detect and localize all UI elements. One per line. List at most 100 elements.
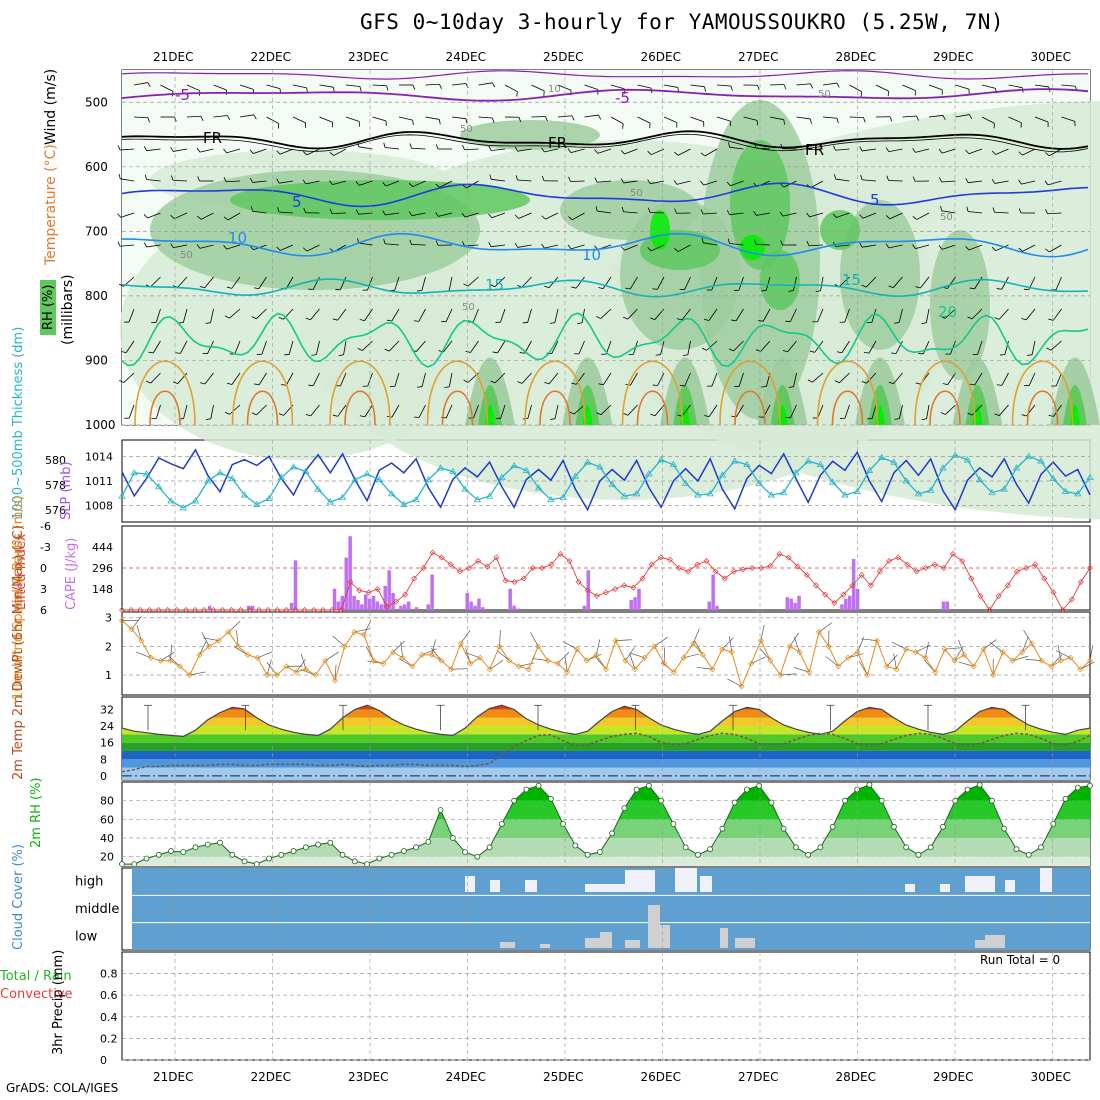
wind-barb xyxy=(862,212,877,219)
wind-barb-flag xyxy=(386,319,392,322)
cloud-gap xyxy=(490,880,500,892)
rh-point xyxy=(596,849,603,855)
wind10-point xyxy=(138,637,145,644)
wind-barb xyxy=(478,116,493,119)
thickness-point xyxy=(179,504,187,511)
wind-barb-flag xyxy=(652,288,658,290)
wind-barb-flag xyxy=(254,383,260,386)
wind-barb xyxy=(1022,244,1036,252)
wind-barb-flag xyxy=(253,114,257,120)
li-point xyxy=(739,566,746,573)
wind-barb-flag xyxy=(806,241,810,246)
pressure-tick: 800 xyxy=(85,289,108,303)
thickness-point xyxy=(289,463,298,470)
temp-band xyxy=(122,750,1090,760)
wind10-point xyxy=(496,643,503,650)
rh-point xyxy=(1050,821,1057,827)
wind-barb-flag xyxy=(492,117,495,123)
wind10-point xyxy=(370,657,377,664)
wind-barb-flag xyxy=(891,352,897,354)
date-tick-top: 29DEC xyxy=(933,50,973,64)
wind-barb-flag xyxy=(143,214,148,219)
wind-barb xyxy=(1061,116,1075,122)
wind-barb xyxy=(470,340,479,353)
cape-bar xyxy=(945,601,950,610)
cloud-low xyxy=(985,935,1005,948)
wind-barb-flag xyxy=(674,208,677,214)
wind-barb xyxy=(637,116,651,124)
li-point xyxy=(329,607,336,613)
cape-bar xyxy=(481,607,485,610)
thickness-tick: 576 xyxy=(45,504,66,517)
wind-barb-flag xyxy=(383,142,386,148)
wind-barb-flag xyxy=(731,319,737,322)
wind-barb xyxy=(385,147,400,150)
wind-barb xyxy=(743,116,758,121)
thickness-point xyxy=(816,460,825,467)
cape-bar xyxy=(430,574,434,610)
wind-barb-flag xyxy=(912,244,916,249)
wind-barb-flag xyxy=(545,116,548,122)
cape-bar xyxy=(344,557,348,610)
wind-barb xyxy=(500,404,506,419)
wind-barb xyxy=(862,148,877,152)
contour-label: 5 xyxy=(870,191,880,209)
temp-contour-25 xyxy=(524,360,586,426)
cape-bar xyxy=(715,605,719,610)
wind10-barb xyxy=(431,648,442,661)
wind-barb-flag xyxy=(197,176,200,182)
wind-barb xyxy=(491,148,506,151)
wind-barb-flag xyxy=(171,175,174,181)
wind10-point xyxy=(515,663,522,670)
thickness-point xyxy=(559,493,567,500)
wind-barb xyxy=(147,212,161,219)
wind-barb-flag xyxy=(623,413,629,416)
wind-barb xyxy=(521,276,532,288)
wind-barb xyxy=(871,404,877,419)
wind10-barb xyxy=(136,625,142,641)
wind-barb-flag xyxy=(1021,414,1027,417)
rh-tick: 80 xyxy=(100,795,114,808)
wind-barb-flag xyxy=(942,383,948,385)
wind-barb xyxy=(180,340,188,354)
li-point xyxy=(356,587,363,594)
wind-barb xyxy=(545,212,559,220)
wind10-barb xyxy=(818,622,833,633)
wind-barb-flag xyxy=(226,286,232,289)
wind-barb-flag xyxy=(515,175,518,181)
wind-barb-flag xyxy=(541,215,546,220)
wind10-point xyxy=(738,683,745,690)
cloud-gap xyxy=(965,876,995,892)
axis-label-li: Lifted Index xyxy=(14,533,29,610)
date-tick-top: 27DEC xyxy=(738,50,778,64)
wind-barb xyxy=(473,404,479,419)
wind-barb xyxy=(706,340,718,351)
wind-barb xyxy=(841,340,850,353)
li-point xyxy=(794,563,801,570)
wind-barb-flag xyxy=(1045,248,1050,253)
wind-barb-flag xyxy=(567,244,572,250)
wind10-line xyxy=(121,620,1091,688)
wind-barb xyxy=(285,372,294,386)
wind-barb xyxy=(600,404,612,416)
wind-barb-flag xyxy=(701,347,707,351)
cape-bar xyxy=(406,601,411,610)
li-point xyxy=(922,565,929,571)
wind-barb-flag xyxy=(199,285,205,289)
temp-contour-30 xyxy=(149,390,181,426)
li-point xyxy=(411,575,418,582)
wind-barb xyxy=(125,340,135,353)
wind-barb-flag xyxy=(121,351,127,353)
cloud-low xyxy=(975,940,985,948)
cloud-low xyxy=(540,944,550,948)
rh-point xyxy=(817,844,824,851)
wind-barb-flag xyxy=(754,239,757,245)
rh-point xyxy=(584,851,591,858)
wind-barb xyxy=(146,179,161,182)
li-point xyxy=(1050,589,1057,596)
cloud-gap xyxy=(905,884,915,892)
thickness-tick: 578 xyxy=(45,479,66,492)
wind-barb-flag xyxy=(758,320,764,322)
wind-barb-flag xyxy=(701,237,704,243)
